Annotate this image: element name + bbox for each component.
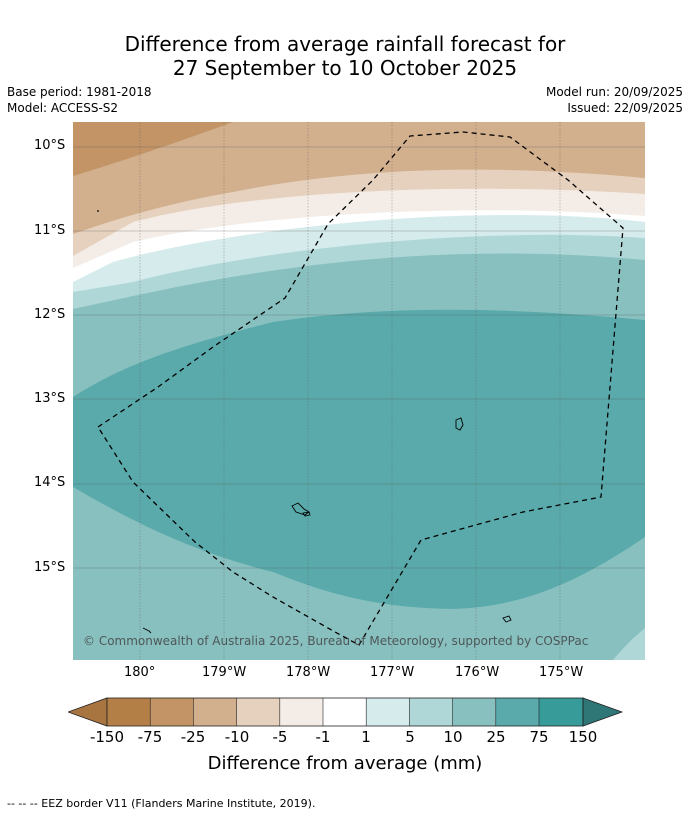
copyright-text: © Commonwealth of Australia 2025, Bureau… [83,634,588,648]
issued-date: Issued: 22/09/2025 [567,101,683,115]
lat-label-15s: 15°S [34,560,66,575]
colorbar-swatch-10 [495,698,539,726]
lon-label-179w: 179°W [202,665,247,680]
lon-label-178w: 178°W [286,665,331,680]
colorbar-label-minus75: -75 [137,728,163,746]
lon-label-180: 180° [124,665,156,680]
colorbar-label-75: 75 [529,728,549,746]
lon-label-175w: 175°W [539,665,584,680]
colorbar-label-1: 1 [361,728,371,746]
lat-label-11s: 11°S [34,223,66,238]
model-name: Model: ACCESS-S2 [7,101,119,115]
band-minus75-to-minus25mm [73,122,233,176]
colorbar-swatch-11 [539,698,583,726]
colorbar-swatch-1 [107,698,151,726]
graticule [73,122,645,660]
colorbar-swatch-7 [366,698,410,726]
band-25-to-75mm [73,309,645,609]
colorbar-extend-high [582,697,624,727]
islet-north [97,210,99,212]
lon-label-177w: 177°W [370,665,415,680]
model-run: Model run: 20/09/2025 [545,85,683,99]
colorbar-swatch-3 [193,698,237,726]
island-south [502,615,512,623]
lon-label-176w: 176°W [455,665,500,680]
colorbar-dividers [149,698,540,726]
island-west-small [302,511,311,517]
base-period: Base period: 1981-2018 [7,85,152,99]
island-north [455,417,464,431]
eez-border [97,131,624,646]
colorbar-outline [106,697,584,727]
colorbar-swatch-4 [236,698,280,726]
colorbar-label-minus1: -1 [315,728,331,746]
title-line-1: Difference from average rainfall forecas… [124,32,566,56]
colorbar-swatch-9 [452,698,496,726]
band-5-to-10mm-south [613,628,645,660]
lat-label-10s: 10°S [34,138,66,153]
colorbar-label-minus5: -5 [272,728,288,746]
colorbar-label-minus10: -10 [224,728,250,746]
colorbar-label-25: 25 [486,728,506,746]
colorbar-swatch-2 [150,698,194,726]
band-minus25-to-minus10mm [73,122,645,234]
title-line-2: 27 September to 10 October 2025 [172,56,518,80]
colorbar-swatch-5 [279,698,323,726]
lat-label-12s: 12°S [34,307,66,322]
footer-note: -- -- -- EEZ border V11 (Flanders Marine… [7,797,316,810]
colorbar-label-150: 150 [568,728,598,746]
colorbar-swatch-6 [323,698,367,726]
colorbar-label-minus150: -150 [89,728,125,746]
colorbar-extend-low [68,697,108,727]
rainfall-map: © Commonwealth of Australia 2025, Bureau… [73,122,645,660]
lat-label-13s: 13°S [34,391,66,406]
island-southwest [142,627,152,634]
colorbar-swatch-8 [409,698,453,726]
colorbar-label-10: 10 [443,728,463,746]
colorbar [68,697,624,727]
colorbar-label-minus25: -25 [180,728,206,746]
colorbar-title: Difference from average (mm) [207,753,483,774]
lat-label-14s: 14°S [34,475,66,490]
colorbar-label-5: 5 [405,728,415,746]
